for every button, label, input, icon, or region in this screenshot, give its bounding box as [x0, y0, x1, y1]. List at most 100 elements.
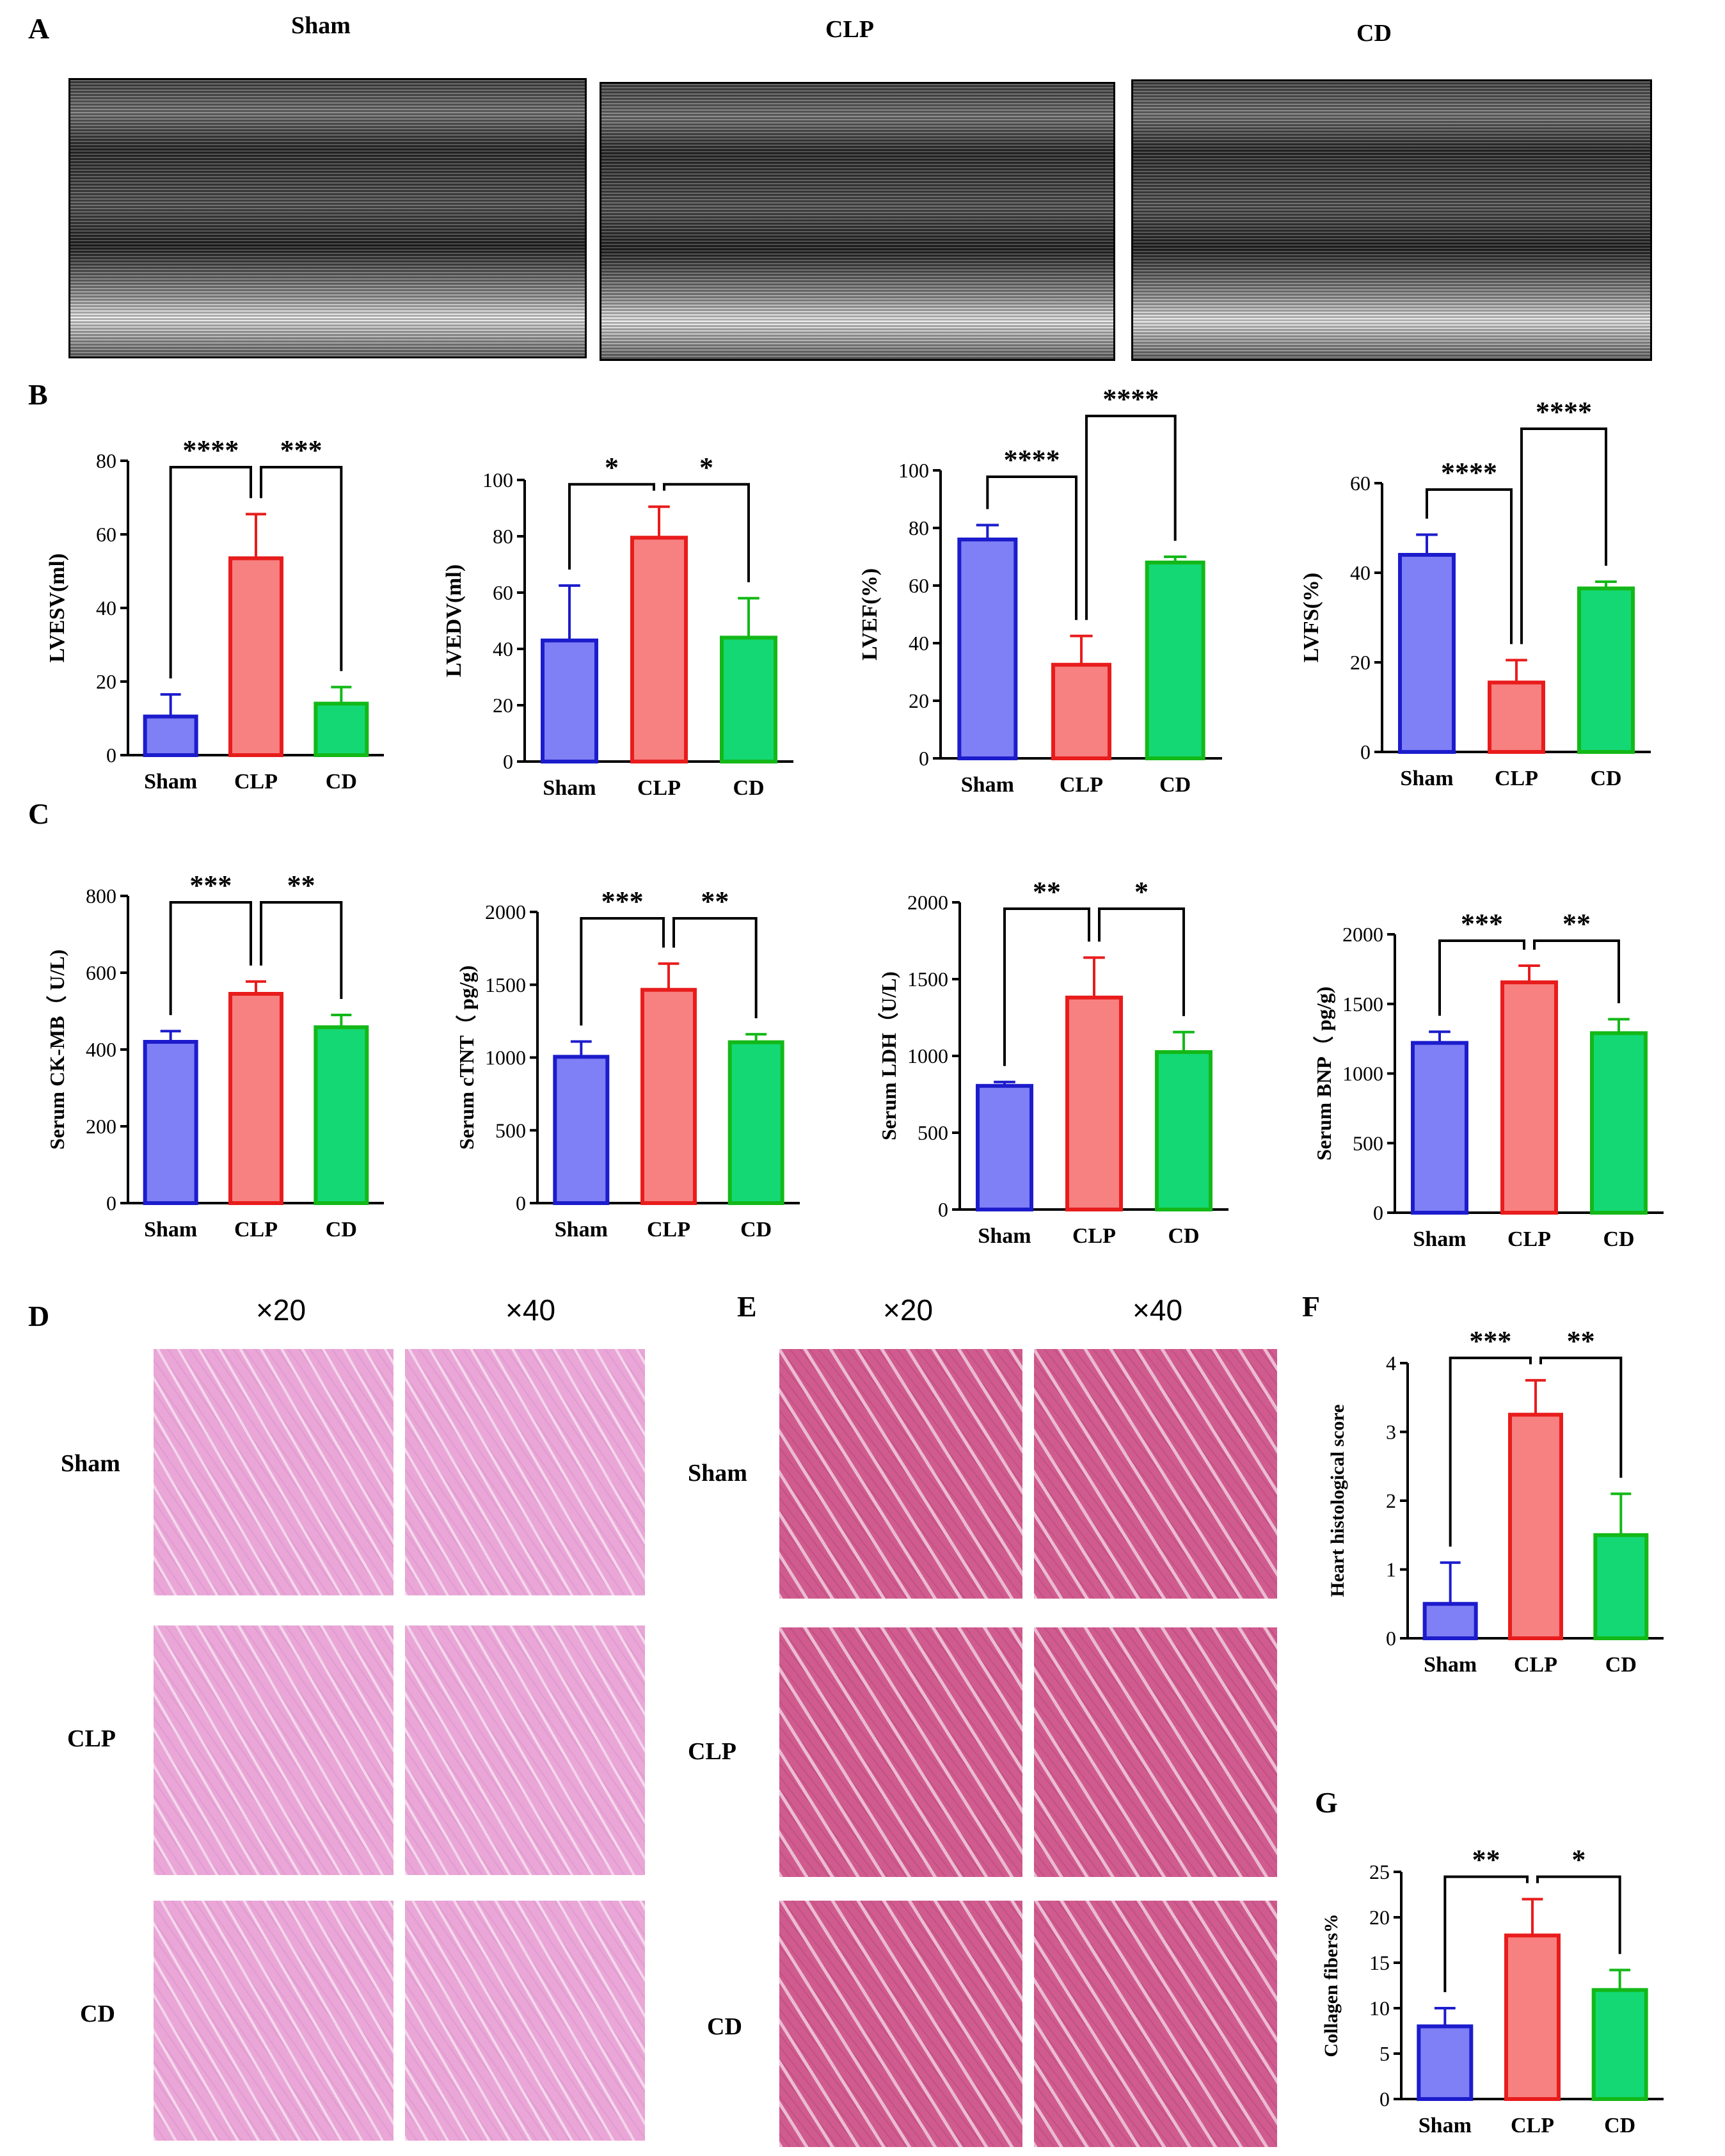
d-image-sham-20 [154, 1349, 393, 1595]
y-axis-title: Serum BNP（ pg/g) [1312, 986, 1335, 1160]
bar-cd [727, 1040, 784, 1205]
x-tick-label: CD [1603, 1227, 1634, 1251]
y-tick-label: 80 [493, 525, 513, 548]
x-tick-label: Sham [144, 1218, 197, 1242]
e-mag-40: ×40 [1133, 1293, 1183, 1327]
significance-label: ** [1472, 1844, 1500, 1876]
y-tick-label: 0 [1379, 2088, 1390, 2111]
significance-bracket [1539, 1356, 1623, 1478]
bar-sham [1422, 1602, 1478, 1640]
y-tick-label: 1000 [907, 1044, 948, 1067]
y-tick-label: 0 [106, 1192, 116, 1215]
y-tick-label: 40 [493, 637, 513, 660]
bar-clp [228, 556, 283, 757]
x-tick-label: CLP [647, 1218, 690, 1242]
significance-bracket [169, 466, 252, 679]
x-tick-label: CLP [1511, 2114, 1554, 2137]
chart-histo: 0 1 2 3 4 Heart histological score Sham CLP CD **… [1327, 1325, 1664, 1677]
e-mag-20: ×20 [883, 1293, 934, 1327]
y-tick-label: 0 [516, 1192, 526, 1215]
significance-label: * [605, 452, 619, 483]
bar-cd [720, 635, 777, 763]
e-image-clp-40 [1034, 1627, 1277, 1877]
y-tick-label: 500 [918, 1121, 948, 1144]
significance-label: *** [280, 435, 322, 466]
significance-label: **** [182, 435, 239, 466]
x-tick-label: Sham [1413, 1227, 1466, 1251]
bar-sham [1398, 553, 1456, 754]
bar-clp [1500, 980, 1558, 1215]
x-tick-label: CLP [1507, 1227, 1551, 1251]
bar-clp [630, 536, 688, 763]
significance-label: **** [1004, 444, 1060, 475]
d-image-cd-40 [405, 1901, 645, 2141]
significance-bracket [1426, 488, 1513, 644]
panel-label-g: G [1315, 1786, 1338, 1819]
x-tick-label: CLP [234, 1218, 278, 1242]
significance-label: *** [1461, 908, 1503, 939]
bar-sham [1411, 1041, 1468, 1215]
x-tick-label: Sham [978, 1224, 1031, 1248]
bar-clp [640, 987, 697, 1205]
y-tick-label: 0 [1373, 1201, 1383, 1224]
bar-clp [1065, 995, 1123, 1212]
y-tick-label: 200 [86, 1115, 116, 1138]
bar-sham [957, 538, 1018, 760]
panel-label-d: D [28, 1300, 50, 1332]
y-tick-label: 40 [909, 632, 929, 655]
y-tick-label: 60 [96, 523, 116, 546]
x-tick-label: Sham [144, 770, 197, 794]
y-tick-label: 3 [1386, 1421, 1396, 1444]
e-image-sham-40 [1034, 1349, 1277, 1599]
y-tick-label: 500 [1353, 1131, 1383, 1154]
y-axis-title: LVESV(ml) [45, 554, 69, 663]
y-tick-label: 40 [1350, 561, 1371, 584]
y-axis-title: Serum LDH（U/L) [877, 971, 900, 1140]
significance-label: ** [701, 886, 729, 917]
bar-clp [1051, 662, 1111, 760]
y-tick-label: 80 [909, 516, 929, 539]
y-axis-title: LVEDV(ml) [442, 564, 466, 677]
echo-image-clp [600, 82, 1115, 361]
y-tick-label: 0 [938, 1198, 948, 1221]
bar-sham [976, 1083, 1033, 1211]
x-tick-label: CLP [1072, 1224, 1116, 1248]
bar-sham [553, 1055, 610, 1205]
y-tick-label: 10 [1369, 1997, 1390, 2020]
x-tick-label: CD [326, 1218, 357, 1242]
bar-cd [1593, 1533, 1649, 1640]
x-tick-label: CLP [1514, 1653, 1557, 1677]
significance-label: **** [1536, 396, 1592, 427]
y-axis-title: Collagen fibers% [1321, 1913, 1342, 2057]
y-tick-label: 2000 [1342, 923, 1383, 946]
chart-ctnt: 0 500 1000 1500 2000 Serum cTNT（ pg/g) Sham CLP… [455, 886, 800, 1242]
significance-bracket [568, 483, 655, 570]
significance-label: *** [189, 870, 232, 901]
bar-cd [1590, 1031, 1648, 1215]
y-axis-title: Heart histological score [1327, 1404, 1348, 1597]
bar-cd [1591, 1988, 1648, 2101]
significance-label: ** [287, 870, 315, 901]
x-tick-label: Sham [555, 1218, 608, 1242]
significance-bracket [1098, 907, 1185, 1016]
panel-label-f: F [1302, 1290, 1321, 1323]
significance-bracket [1085, 415, 1177, 620]
e-row-clp: CLP [688, 1738, 736, 1765]
x-tick-label: CD [740, 1218, 772, 1242]
significance-bracket [260, 466, 343, 671]
d-mag-40: ×40 [505, 1293, 556, 1327]
y-tick-label: 60 [1350, 472, 1371, 495]
y-tick-label: 15 [1369, 1951, 1390, 1974]
echo-image-sham [68, 78, 587, 358]
y-axis-title: LVEF(%) [858, 568, 882, 660]
significance-bracket [1438, 939, 1525, 1016]
x-tick-label: Sham [1400, 767, 1453, 790]
y-tick-label: 2000 [907, 891, 948, 914]
y-tick-label: 1500 [1342, 993, 1383, 1016]
significance-bracket [169, 901, 252, 1016]
echo-header-sham: Sham [291, 12, 351, 39]
significance-label: * [1571, 1844, 1586, 1876]
y-tick-label: 2000 [485, 900, 526, 923]
significance-label: *** [1469, 1325, 1511, 1357]
